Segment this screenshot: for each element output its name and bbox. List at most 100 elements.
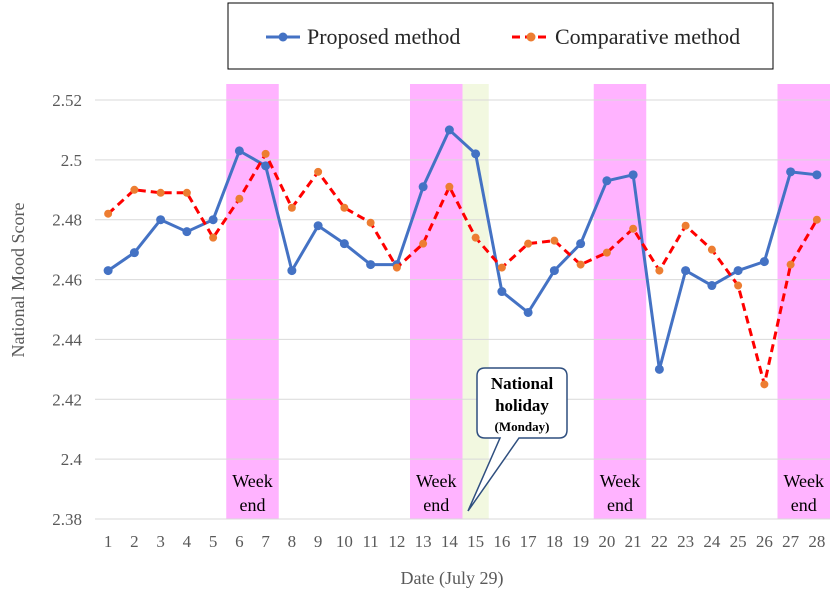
series-1-point-25 <box>733 266 743 276</box>
weekend-label-line2-1: end <box>240 495 266 515</box>
y-tick-label-6: 2.48 <box>52 211 82 230</box>
y-tick-layer: 2.38 2.4 2.42 2.44 2.46 2.48 2.5 2.52 <box>52 91 82 529</box>
x-tick-label-19: 19 <box>572 532 589 551</box>
weekend-label-line1-4: Week <box>783 471 824 491</box>
weekend-label-line1-3: Week <box>600 471 641 491</box>
x-tick-label-26: 26 <box>756 532 773 551</box>
series-1-point-23 <box>681 266 691 276</box>
x-tick-label-6: 6 <box>235 532 244 551</box>
series-2-point-18 <box>550 236 559 245</box>
x-tick-label-21: 21 <box>625 532 642 551</box>
weekend-label-line2-3: end <box>607 495 633 515</box>
series-1-point-24 <box>707 281 717 291</box>
weekend-band-4 <box>777 84 830 519</box>
weekend-band-2 <box>410 84 463 519</box>
series-2-point-15 <box>471 233 480 242</box>
series-1-point-27 <box>786 167 796 177</box>
series-2-point-11 <box>366 218 375 227</box>
x-tick-label-16: 16 <box>493 532 510 551</box>
series-1-point-20 <box>602 176 612 186</box>
series-2-point-25 <box>734 281 743 290</box>
x-tick-label-23: 23 <box>677 532 694 551</box>
y-tick-label-7: 2.5 <box>61 151 82 170</box>
legend-label-comparative: Comparative method <box>555 24 740 49</box>
x-tick-label-9: 9 <box>314 532 323 551</box>
weekend-label-line2-2: end <box>423 495 449 515</box>
series-1-point-28 <box>812 170 822 180</box>
series-2-point-13 <box>419 239 428 248</box>
x-tick-label-24: 24 <box>703 532 721 551</box>
x-tick-label-22: 22 <box>651 532 668 551</box>
x-tick-label-13: 13 <box>415 532 432 551</box>
legend-marker-proposed <box>278 32 288 42</box>
series-1-point-10 <box>339 239 349 249</box>
x-tick-label-27: 27 <box>782 532 800 551</box>
series-2-point-5 <box>209 233 218 242</box>
x-tick-label-11: 11 <box>362 532 378 551</box>
series-1-point-7 <box>261 161 271 171</box>
series-1-point-18 <box>549 266 559 276</box>
x-tick-label-4: 4 <box>183 532 192 551</box>
series-1-point-11 <box>366 260 376 270</box>
series-1-point-19 <box>576 239 586 249</box>
x-tick-label-10: 10 <box>336 532 353 551</box>
series-1-point-9 <box>313 221 323 231</box>
x-tick-label-2: 2 <box>130 532 139 551</box>
series-2-point-3 <box>156 188 165 197</box>
holiday-callout: National holiday (Monday) <box>467 367 568 512</box>
series-1-point-14 <box>444 125 454 135</box>
x-tick-label-25: 25 <box>730 532 747 551</box>
weekend-label-line2-4: end <box>791 495 817 515</box>
series-2-point-16 <box>497 263 506 272</box>
weekend-label-line1-1: Week <box>232 471 273 491</box>
series-2-point-10 <box>340 203 349 212</box>
series-2-point-24 <box>707 245 716 254</box>
series-1-point-26 <box>759 257 769 267</box>
series-line-2 <box>107 152 819 386</box>
x-tick-label-14: 14 <box>441 532 459 551</box>
series-2-point-2 <box>130 185 139 194</box>
series-2-point-9 <box>314 167 323 176</box>
x-tick-label-18: 18 <box>546 532 563 551</box>
weekend-band-3 <box>593 84 647 519</box>
weekend-band-1 <box>226 84 279 519</box>
series-1-point-17 <box>523 307 533 317</box>
callout-line2: holiday <box>495 396 549 415</box>
series-1-point-22 <box>654 364 664 374</box>
y-tick-label-2: 2.4 <box>61 450 83 469</box>
x-tick-label-17: 17 <box>520 532 538 551</box>
series-2-point-28 <box>812 215 821 224</box>
series-1-point-5 <box>208 215 218 225</box>
x-tick-label-20: 20 <box>598 532 615 551</box>
x-tick-label-7: 7 <box>261 532 270 551</box>
series-1-point-16 <box>497 287 507 297</box>
series-2-point-12 <box>392 263 401 272</box>
series-1-point-6 <box>234 146 244 156</box>
legend-label-proposed: Proposed method <box>307 24 460 49</box>
callout-line1: National <box>491 374 554 393</box>
x-axis-title: Date (July 29) <box>401 568 504 589</box>
series-1-point-15 <box>471 149 481 159</box>
series-2-point-20 <box>602 248 611 257</box>
series-line-1 <box>107 128 818 371</box>
series-2-point-27 <box>786 260 795 269</box>
series-1-point-4 <box>182 227 192 237</box>
y-tick-label-8: 2.52 <box>52 91 82 110</box>
y-tick-label-5: 2.46 <box>52 271 82 290</box>
x-tick-label-1: 1 <box>104 532 113 551</box>
y-tick-label-4: 2.44 <box>52 330 82 349</box>
legend-marker-comparative <box>526 32 536 42</box>
series-2-point-22 <box>655 266 664 275</box>
band-label-layer: Week end Week end Week end Week end <box>232 471 824 515</box>
x-tick-label-5: 5 <box>209 532 218 551</box>
band-layer <box>226 84 830 519</box>
series-1-point-21 <box>628 170 638 180</box>
weekend-label-line1-2: Week <box>416 471 457 491</box>
x-tick-label-8: 8 <box>288 532 297 551</box>
series-2-point-23 <box>681 221 690 230</box>
series-2-point-8 <box>287 203 296 212</box>
series-1-point-2 <box>129 248 139 258</box>
legend: Proposed method Comparative method <box>227 2 774 70</box>
series-1-point-8 <box>287 266 297 276</box>
